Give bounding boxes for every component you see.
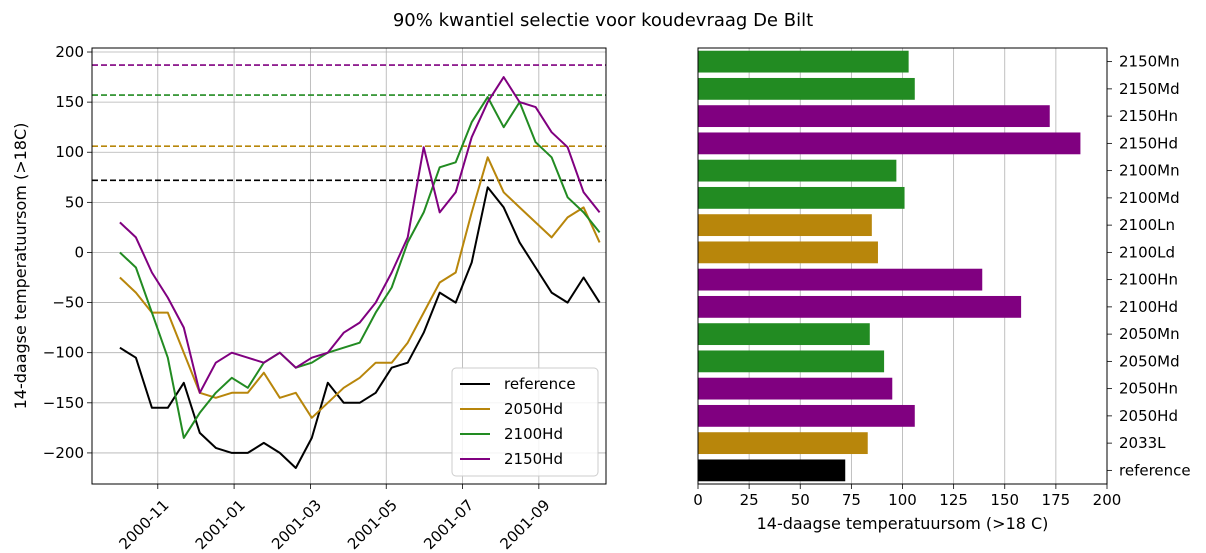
figure-title: 90% kwantiel selectie voor koudevraag De… <box>393 10 813 31</box>
bar <box>698 459 846 482</box>
x-tick-label: 2001-07 <box>420 496 477 553</box>
y-tick-label: 2050Hd <box>1119 407 1178 425</box>
y-tick-label: 2150Md <box>1119 80 1180 98</box>
bar <box>698 159 897 182</box>
x-tick-label: 50 <box>791 491 810 509</box>
series-line <box>119 186 601 469</box>
x-tick-label: 100 <box>888 491 917 509</box>
y-tick-label: 150 <box>55 93 84 111</box>
x-tick-label: 2001-09 <box>497 496 554 553</box>
bar <box>698 186 905 209</box>
y-tick-label: 2050Md <box>1119 352 1180 370</box>
y-tick-label: 2100Ln <box>1119 216 1175 234</box>
y-tick-label: 2050Mn <box>1119 325 1180 343</box>
x-tick-label: 0 <box>693 491 703 509</box>
y-tick-label: 2100Md <box>1119 189 1180 207</box>
y-tick-label: −50 <box>52 294 84 312</box>
bar <box>698 404 915 427</box>
y-tick-label: 2150Hn <box>1119 107 1178 125</box>
bar <box>698 323 870 346</box>
y-tick-label: −200 <box>43 444 84 462</box>
bar <box>698 268 983 291</box>
y-tick-label: 2150Hd <box>1119 134 1178 152</box>
bar <box>698 105 1050 128</box>
x-tick-label: 175 <box>1042 491 1071 509</box>
y-tick-label: 2033L <box>1119 434 1166 452</box>
y-tick-label: −150 <box>43 394 84 412</box>
x-tick-label: 150 <box>990 491 1019 509</box>
bar <box>698 377 893 400</box>
x-tick-label: 25 <box>740 491 759 509</box>
x-tick-label: 2001-05 <box>344 496 401 553</box>
y-tick-label: 2100Hn <box>1119 271 1178 289</box>
y-tick-label: 100 <box>55 143 84 161</box>
y-tick-label: 2050Hn <box>1119 380 1178 398</box>
bar <box>698 77 915 100</box>
x-tick-label: 2001-03 <box>268 496 325 553</box>
x-tick-label: 200 <box>1093 491 1122 509</box>
y-tick-label: −100 <box>43 344 84 362</box>
legend-box <box>451 367 599 477</box>
y-tick-label: 2150Mn <box>1119 53 1180 71</box>
plot-frame <box>697 47 1108 485</box>
x-axis-label: 14-daagse temperatuursom (>18 C) <box>757 514 1049 533</box>
series-line <box>119 76 601 394</box>
legend-label: 2100Hd <box>504 425 563 443</box>
y-tick-label: 2100Hd <box>1119 298 1178 316</box>
bar <box>698 132 1081 155</box>
bar <box>698 432 868 455</box>
y-tick-label: 50 <box>65 193 84 211</box>
x-tick-label: 2001-01 <box>192 496 249 553</box>
bar <box>698 241 878 264</box>
legend-label: reference <box>504 375 576 393</box>
x-tick-label: 2000-11 <box>115 496 172 553</box>
bar <box>698 214 872 237</box>
x-tick-label: 75 <box>842 491 861 509</box>
y-tick-label: 200 <box>55 43 84 61</box>
y-tick-label: 2100Mn <box>1119 162 1180 180</box>
x-tick-label: 125 <box>939 491 968 509</box>
y-tick-label: 2100Ld <box>1119 243 1175 261</box>
bar <box>698 350 885 373</box>
legend-label: 2150Hd <box>504 450 563 468</box>
plot-frame <box>91 47 607 485</box>
y-tick-label: reference <box>1119 461 1191 479</box>
y-axis-label: 14-daagse temperatuursom (>18C) <box>11 123 30 410</box>
y-tick-label: 0 <box>74 243 84 261</box>
bar <box>698 295 1022 318</box>
bar <box>698 50 909 73</box>
legend-label: 2050Hd <box>504 400 563 418</box>
